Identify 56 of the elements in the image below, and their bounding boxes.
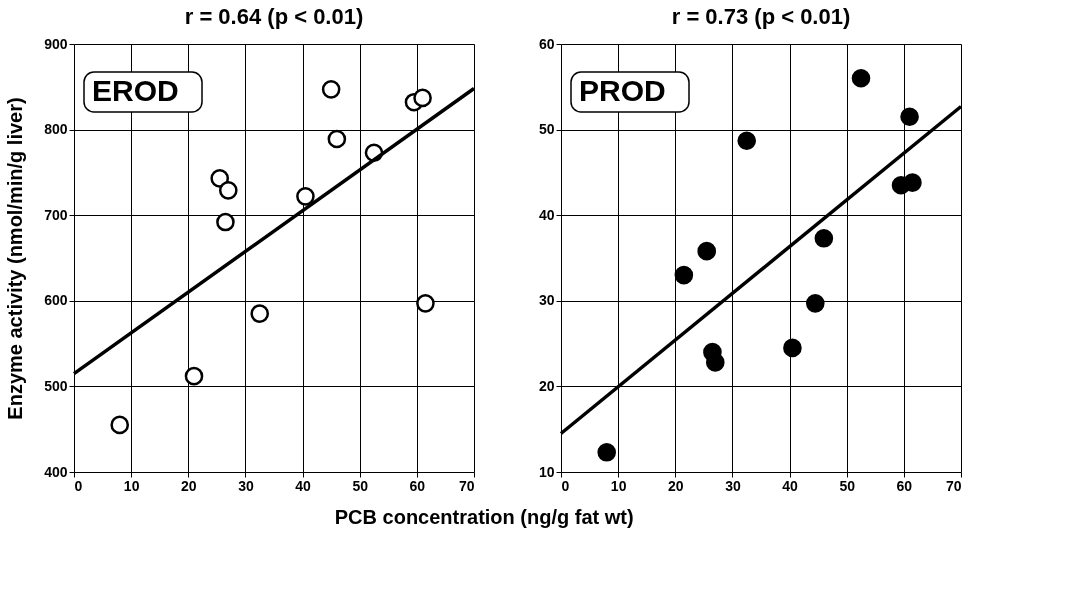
point — [705, 353, 725, 372]
point — [321, 80, 341, 99]
x-tick-label: 40 — [295, 477, 312, 494]
x-tick-label: 30 — [238, 477, 254, 494]
x-tick-label: 20 — [181, 477, 197, 494]
point — [814, 229, 834, 248]
x-tick-label: 0 — [561, 477, 570, 494]
y-tick-label: 10 — [538, 463, 555, 480]
x-tick-label: 10 — [123, 477, 140, 494]
y-tick-label: 700 — [44, 206, 68, 223]
point — [110, 415, 130, 435]
point — [903, 173, 922, 192]
point — [296, 187, 315, 206]
x-tick-label: 50 — [839, 477, 856, 494]
point — [900, 107, 919, 127]
point — [184, 366, 204, 386]
annotation: PROD — [579, 74, 666, 107]
y-tick-label: 600 — [44, 292, 68, 309]
chart-title: r = 0.73 (p < 0.01) — [671, 4, 851, 29]
y-axis-title: Enzyme activity (nmol/min/g liver) — [4, 97, 27, 420]
y-tick-label: 30 — [538, 292, 555, 309]
y-tick-label: 800 — [44, 121, 68, 138]
y-tick-label: 40 — [538, 206, 555, 223]
point — [737, 131, 757, 151]
point — [851, 68, 871, 88]
y-tick-label: 500 — [44, 377, 68, 394]
point — [416, 294, 435, 313]
x-tick-label: 60 — [896, 477, 913, 494]
point — [783, 338, 802, 358]
x-tick-label: 0 — [74, 477, 83, 494]
point — [218, 181, 238, 200]
point — [327, 129, 347, 149]
x-tick-label: 70 — [458, 477, 475, 494]
x-tick-label: 60 — [409, 477, 426, 494]
chart-title: r = 0.64 (p < 0.01) — [184, 4, 364, 29]
y-tick-label: 20 — [538, 377, 555, 394]
point — [250, 304, 270, 323]
x-tick-label: 10 — [610, 477, 627, 494]
point — [210, 169, 230, 188]
point — [216, 212, 235, 232]
y-tick-label: 900 — [44, 35, 68, 52]
x-tick-label: 50 — [352, 477, 369, 494]
x-tick-label: 40 — [782, 477, 799, 494]
point — [805, 294, 825, 313]
point — [674, 265, 694, 285]
y-tick-label: 50 — [538, 121, 555, 138]
point — [697, 241, 717, 261]
x-tick-label: 20 — [668, 477, 684, 494]
x-tick-label: 70 — [945, 477, 962, 494]
y-tick-label: 60 — [538, 35, 555, 52]
annotation: EROD — [92, 74, 179, 107]
y-tick-label: 400 — [44, 463, 68, 480]
x-axis-title: PCB concentration (ng/g fat wt) — [334, 505, 634, 528]
point — [413, 88, 432, 108]
point — [597, 443, 617, 462]
x-tick-label: 30 — [725, 477, 741, 494]
